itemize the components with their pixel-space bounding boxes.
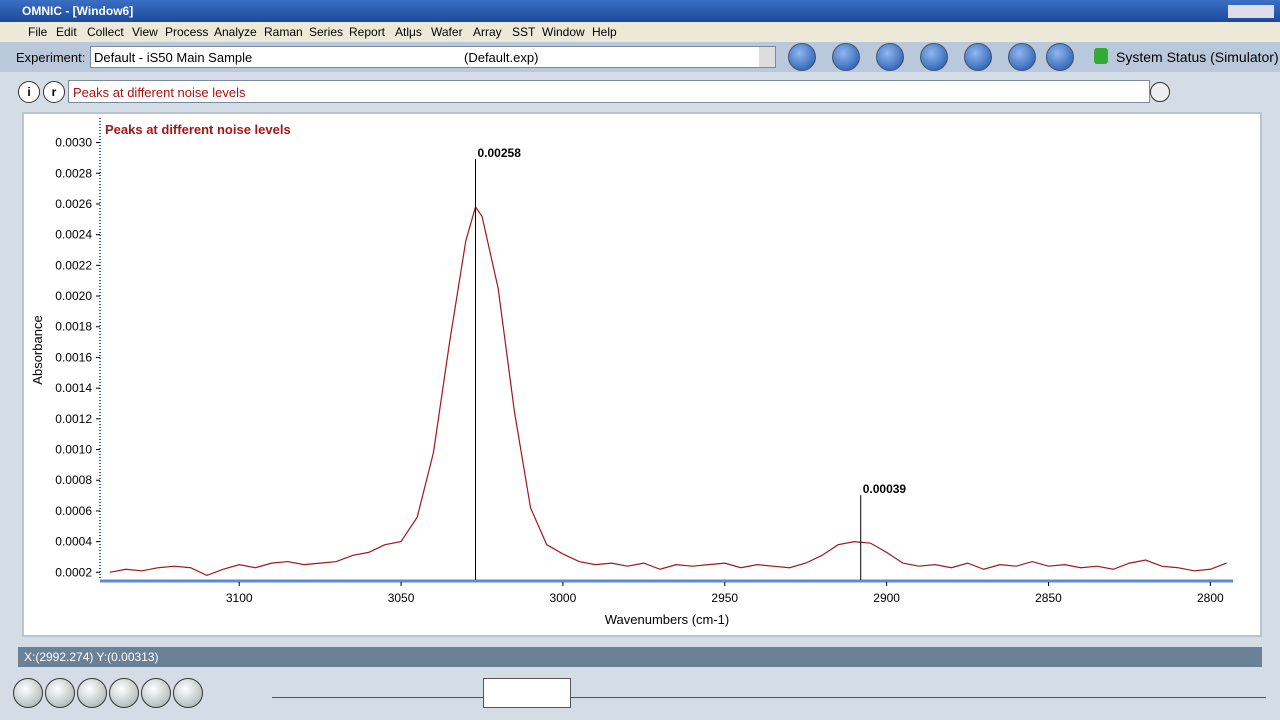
title-bar: OMNIC - [Window6] <box>0 0 1280 22</box>
menu-item[interactable]: View <box>132 25 158 39</box>
y-tick-label: 0.0010 <box>55 443 92 457</box>
experiment-file: (Default.exp) <box>464 50 539 65</box>
experiment-value: Default - iS50 Main Sample <box>94 50 253 65</box>
y-tick-label: 0.0008 <box>55 473 92 487</box>
y-tick-label: 0.0022 <box>55 258 92 272</box>
y-tick-label: 0.0006 <box>55 504 92 518</box>
y-tick-label: 0.0020 <box>55 289 92 303</box>
spectrum-line <box>109 205 1227 577</box>
x-tick-label: 3000 <box>550 591 577 605</box>
tool-button[interactable] <box>109 678 139 708</box>
experiment-label: Experiment: <box>16 50 86 65</box>
y-tick-label: 0.0026 <box>55 197 92 211</box>
y-tick-label: 0.0018 <box>55 320 92 334</box>
chart-title: Peaks at different noise levels <box>105 122 291 137</box>
menu-item[interactable]: Help <box>592 25 617 39</box>
tool-button[interactable] <box>173 678 203 708</box>
experiment-select[interactable]: Default - iS50 Main Sample (Default.exp) <box>90 46 776 68</box>
dropdown-button[interactable] <box>759 47 775 67</box>
x-tick-label: 3050 <box>388 591 415 605</box>
toolbar-button[interactable] <box>1008 43 1036 71</box>
chart: Peaks at different noise levels Absorbanc… <box>30 118 1233 627</box>
x-tick-label: 3100 <box>226 591 253 605</box>
overview-window[interactable] <box>483 678 571 708</box>
menu-item[interactable]: Report <box>349 25 386 39</box>
toolbar-button[interactable] <box>788 43 816 71</box>
info-button[interactable]: i <box>18 81 40 103</box>
menu-item[interactable]: SST <box>512 25 536 39</box>
menu-item[interactable]: Window <box>542 25 585 39</box>
system-status[interactable]: System Status (Simulator) <box>1116 49 1279 65</box>
menu-item[interactable]: Collect <box>87 25 124 39</box>
info-box[interactable]: Peaks at different noise levels <box>68 80 1150 103</box>
peak-label: 0.00039 <box>863 482 907 496</box>
status-icon <box>1094 48 1108 64</box>
tool-button[interactable] <box>13 678 43 708</box>
toolbar-button[interactable] <box>920 43 948 71</box>
toolbar-button[interactable] <box>964 43 992 71</box>
cursor-position: X:(2992.274) Y:(0.00313) <box>24 650 159 664</box>
info-text: Peaks at different noise levels <box>73 85 246 100</box>
menu-item[interactable]: Array <box>473 25 502 39</box>
x-axis-label: Wavenumbers (cm-1) <box>605 612 729 627</box>
experiment-row: Experiment: Default - iS50 Main Sample (… <box>0 42 1280 72</box>
menu-item[interactable]: Analyze <box>214 25 257 39</box>
toolbar-button[interactable] <box>1046 43 1074 71</box>
y-tick-label: 0.0016 <box>55 350 92 364</box>
x-tick-label: 2850 <box>1035 591 1062 605</box>
overview-line <box>272 697 1266 698</box>
tool-button[interactable] <box>141 678 171 708</box>
dropdown-button[interactable] <box>1150 82 1170 102</box>
chart-panel <box>22 112 1262 637</box>
window-title: OMNIC - [Window6] <box>22 4 134 18</box>
y-tick-label: 0.0014 <box>55 381 92 395</box>
y-tick-label: 0.0030 <box>55 136 92 150</box>
peak-label: 0.00258 <box>478 146 522 160</box>
menu-item[interactable]: Atlμs <box>395 25 422 39</box>
tool-button[interactable] <box>77 678 107 708</box>
y-axis-label: Absorbance <box>30 315 45 384</box>
y-tick-label: 0.0012 <box>55 412 92 426</box>
y-tick-label: 0.0004 <box>55 535 92 549</box>
x-tick-label: 2900 <box>873 591 900 605</box>
window-controls[interactable] <box>1228 5 1274 18</box>
y-tick-label: 0.0002 <box>55 565 92 579</box>
toolbar-button[interactable] <box>876 43 904 71</box>
r-button[interactable]: r <box>43 81 65 103</box>
x-tick-label: 2800 <box>1197 591 1224 605</box>
status-bar: X:(2992.274) Y:(0.00313) <box>18 647 1262 667</box>
menu-item[interactable]: Edit <box>56 25 77 39</box>
menu-item[interactable]: Series <box>309 25 344 39</box>
y-tick-label: 0.0024 <box>55 228 92 242</box>
menu-item[interactable]: Process <box>165 25 209 39</box>
menu-bar: File Edit Collect View Process Analyze Raman Se… <box>0 22 1280 42</box>
tool-button[interactable] <box>45 678 75 708</box>
y-tick-label: 0.0028 <box>55 166 92 180</box>
x-tick-label: 2950 <box>711 591 738 605</box>
menu-item[interactable]: Raman <box>264 25 303 39</box>
toolbar-button[interactable] <box>832 43 860 71</box>
menu-item[interactable]: File <box>28 25 48 39</box>
menu-item[interactable]: Wafer <box>431 25 463 39</box>
